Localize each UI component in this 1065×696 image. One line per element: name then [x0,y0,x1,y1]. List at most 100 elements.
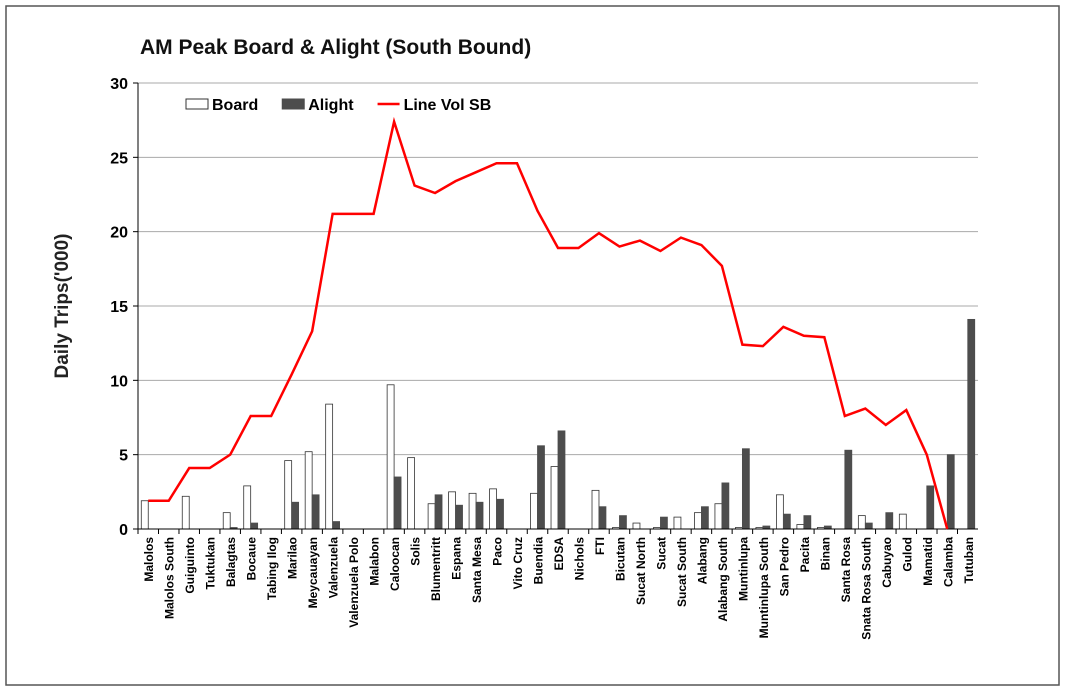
x-tick-label: Malolos South [163,537,177,619]
x-tick-label: Calamba [941,537,955,587]
y-axis-label: Daily Trips('000) [52,234,73,379]
bar [926,485,935,530]
x-tick-label: Nichols [572,537,586,581]
bar [304,451,313,530]
legend-label: Line Vol SB [404,97,492,114]
bar [776,494,784,530]
x-tick-label: Caloocan [388,537,402,591]
x-tick-label: Meycauayan [306,537,320,608]
bar [803,515,812,530]
frame [5,5,1060,686]
y-tick-label: 25 [110,150,128,167]
x-tick-label: Snata Rosa South [859,537,873,640]
bar [284,460,293,530]
x-tick-label: EDSA [552,537,566,571]
x-tick-label: Sucat South [675,537,689,607]
x-tick-label: Tutuban [962,537,976,583]
bar [243,485,252,530]
line [148,116,949,530]
y-tick-label: 30 [110,76,128,93]
x-tick-label: Buendia [532,537,546,585]
x-tick-label: Vito Cruz [511,537,525,589]
bar [632,522,641,530]
x-tick-label: Balagtas [224,537,238,587]
x-tick-label: FTI [593,537,607,555]
bar [455,504,463,530]
x-tick-label: Cabuyao [880,537,894,588]
bar [885,512,894,530]
x-tick-label: Alabang [695,537,709,584]
x-tick-label: Muntinlupa [736,537,750,601]
x-tick-label: Solis [409,537,423,566]
x-tick-label: Paco [491,537,505,566]
bar [489,488,497,530]
bar [393,476,402,530]
y-tick-label: 5 [119,448,128,465]
legend-swatch [281,98,305,110]
x-tick-label: Pacita [798,537,812,573]
x-tick-label: Malolos [142,537,156,582]
bar [407,457,415,530]
legend-label: Board [212,97,258,114]
bar [714,503,723,530]
bar [496,498,504,530]
bar [475,501,484,530]
bar [448,491,456,530]
bar [660,516,668,530]
x-tick-label: Gulod [900,537,914,572]
bar [557,430,566,530]
bar [721,482,730,530]
bar [250,522,259,530]
bar [857,515,866,530]
x-tick-label: Marilao [286,537,300,579]
y-tick-label: 10 [110,373,128,390]
bar [864,522,873,530]
y-tick-label: 15 [110,299,128,316]
bar [434,494,443,530]
bar [782,513,791,530]
x-tick-label: Malabon [368,537,382,586]
x-tick-label: Santa Mesa [470,537,484,603]
x-tick-label: Blumentritt [429,537,443,601]
bar [550,466,559,530]
x-tick-label: Valenzuela [327,537,341,599]
x-tick-label: Guiguinto [183,537,197,594]
y-tick-label: 20 [110,225,128,242]
x-tick-label: Muntinlupa South [757,537,771,638]
bar [741,448,750,530]
x-tick-label: San Pedro [777,537,791,596]
y-tick-label: 0 [119,522,128,539]
x-tick-label: Binan [818,537,832,570]
bar [673,516,682,530]
x-tick-label: Espana [450,537,464,580]
bar [694,512,702,530]
legend-label: Alight [308,97,354,114]
x-tick-label: Tabing Ilog [265,537,279,600]
legend-swatch [185,98,209,110]
bar [325,403,334,530]
x-tick-label: Valenzuela Polo [347,537,361,628]
bar [796,524,805,530]
bar [530,492,538,530]
bar [898,513,907,530]
bar [427,503,436,530]
x-tick-label: Tuktukan [204,537,218,589]
x-tick-label: Bicutan [613,537,627,581]
x-tick-label: Sucat [654,537,668,570]
bar [222,512,231,530]
bar [537,445,545,530]
bar [591,489,600,530]
bar [701,506,709,530]
bar [291,501,300,530]
bar [332,521,341,530]
bar [598,506,607,530]
chart-title: AM Peak Board & Alight (South Bound) [140,36,531,59]
bar [946,454,955,530]
bar [181,495,190,530]
bar [967,318,976,530]
x-tick-label: Bocaue [245,537,259,581]
x-tick-label: Mamatid [921,537,935,586]
bar [844,449,853,530]
bar [140,500,149,530]
